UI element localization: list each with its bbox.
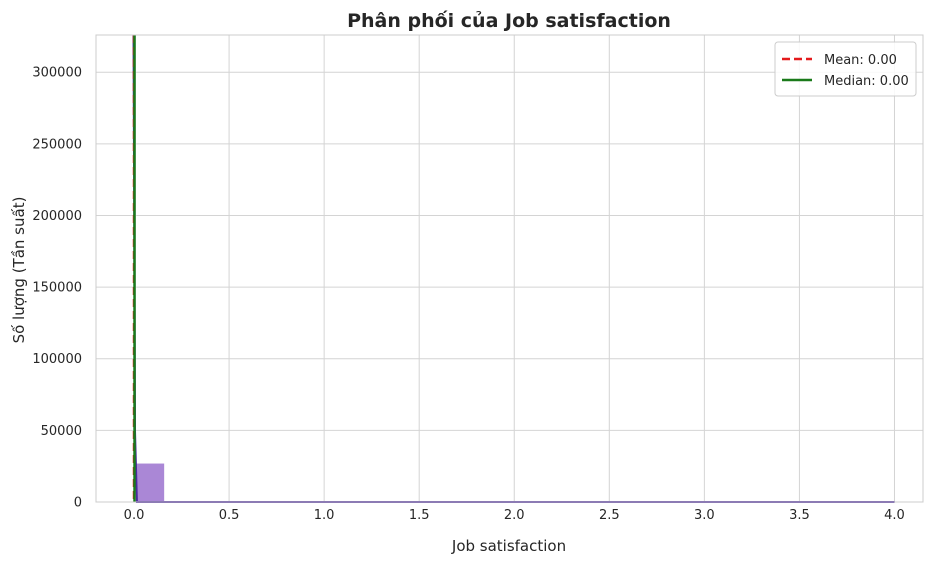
x-tick-label: 2.0 <box>504 508 525 523</box>
chart-title: Phân phối của Job satisfaction <box>347 9 671 32</box>
x-axis-ticks: 0.0 0.5 1.0 1.5 2.0 2.5 3.0 3.5 4.0 <box>124 508 905 523</box>
x-tick-label: 2.5 <box>599 508 620 523</box>
legend-box <box>774 41 917 97</box>
reference-lines <box>132 35 136 502</box>
y-tick-label: 300000 <box>32 66 82 81</box>
y-tick-label: 0 <box>74 496 82 511</box>
legend: Mean: 0.00 Median: 0.00 <box>774 41 917 97</box>
x-tick-label: 0.0 <box>124 508 145 523</box>
y-tick-label: 150000 <box>32 281 82 296</box>
x-axis-label: Job satisfaction <box>451 537 566 555</box>
x-tick-label: 1.5 <box>409 508 430 523</box>
y-tick-label: 200000 <box>32 209 82 224</box>
legend-mean-label: Mean: 0.00 <box>824 53 897 68</box>
y-axis-ticks: 0 50000 100000 150000 200000 250000 300000 <box>32 66 82 511</box>
plot-frame <box>95 34 924 503</box>
x-tick-label: 3.0 <box>694 508 715 523</box>
x-tick-label: 0.5 <box>219 508 240 523</box>
plot-background <box>96 35 923 502</box>
x-tick-label: 1.0 <box>314 508 335 523</box>
histogram-bar <box>135 463 165 503</box>
legend-median-label: Median: 0.00 <box>824 74 909 89</box>
y-tick-label: 250000 <box>32 137 82 152</box>
y-tick-label: 50000 <box>41 424 82 439</box>
y-axis-label: Số lượng (Tần suất) <box>10 197 28 344</box>
x-tick-label: 3.5 <box>789 508 810 523</box>
x-tick-label: 4.0 <box>884 508 905 523</box>
y-tick-label: 100000 <box>32 352 82 367</box>
